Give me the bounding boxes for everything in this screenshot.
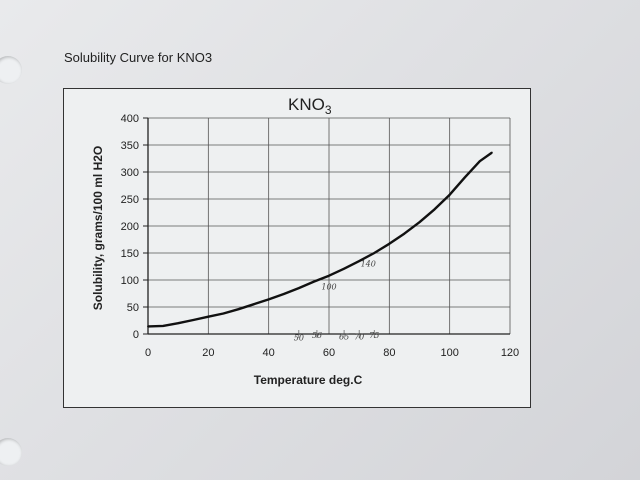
data-point (252, 303, 255, 306)
chart-grid (148, 117, 511, 334)
data-point (297, 287, 300, 289)
y-axis-title: Solubility, grams/100 ml H2O (91, 146, 105, 311)
y-tick-label: 350 (121, 140, 139, 152)
handwritten-annotation: 100 (321, 283, 336, 292)
data-point (388, 242, 391, 245)
x-tick-label: 120 (501, 347, 519, 359)
data-point (463, 176, 466, 179)
data-point (177, 322, 180, 325)
page-caption: Solubility Curve for KNO3 (64, 50, 213, 65)
data-point (433, 208, 436, 211)
data-point (478, 160, 481, 163)
x-tick-label: 0 (145, 347, 151, 359)
y-tick-label: 50 (127, 302, 139, 314)
data-point (267, 298, 270, 301)
chart-frame (63, 88, 531, 408)
data-point (162, 325, 164, 327)
data-point (207, 315, 210, 318)
data-point (147, 325, 149, 328)
x-tick-label: 80 (383, 347, 395, 359)
solubility-curve-line (147, 151, 493, 328)
y-tick-label: 250 (121, 194, 139, 206)
y-tick-label: 100 (121, 275, 139, 287)
data-point (358, 260, 361, 262)
data-point (403, 232, 406, 235)
data-point (328, 274, 330, 277)
data-point (192, 319, 195, 321)
y-tick-label: 300 (121, 167, 139, 179)
y-tick-label: 150 (121, 248, 139, 260)
data-point (237, 308, 240, 311)
x-axis-title: Temperature deg.C (254, 373, 363, 387)
y-tick-label: 400 (121, 113, 139, 125)
data-point (313, 280, 315, 283)
punch-hole-bottom (0, 438, 22, 466)
data-point (282, 293, 285, 295)
data-point (418, 221, 421, 224)
data-point (491, 151, 493, 154)
x-tick-label: 20 (202, 347, 214, 359)
punch-hole-top (0, 56, 22, 84)
handwritten-annotation: 140 (361, 260, 376, 269)
x-tick-label: 60 (323, 347, 335, 359)
data-point (448, 193, 451, 196)
data-point (373, 252, 376, 254)
x-tick-label: 100 (440, 347, 458, 359)
chart-series (147, 151, 493, 328)
x-tick-label: 40 (263, 347, 275, 359)
y-tick-label: 0 (133, 329, 139, 341)
chart-ticks: 0 50 100 150 200 250 300 350 400 0 20 40 60 80 100 120 (121, 113, 520, 359)
chart-title: KNO3 (288, 95, 332, 117)
data-point (343, 267, 345, 270)
y-tick-label: 200 (121, 221, 139, 233)
data-point (222, 312, 225, 315)
